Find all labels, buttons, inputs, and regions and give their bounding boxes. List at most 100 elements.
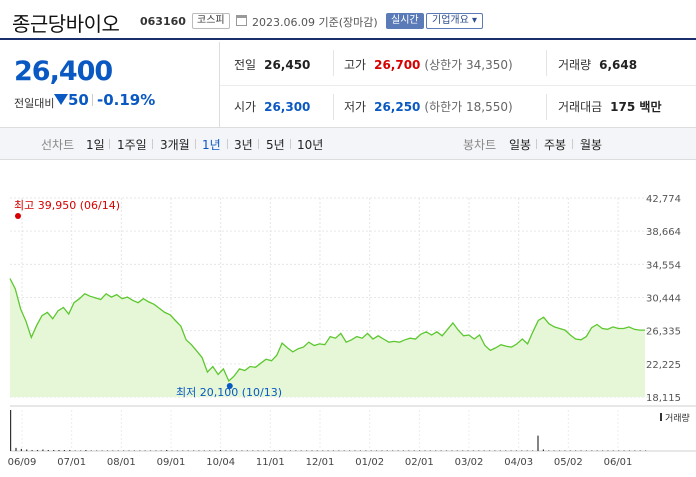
volume-bar [176,450,178,451]
tab-3month[interactable]: 3개월 [160,138,190,152]
high-label: 최고 39,950 (06/14) [14,199,120,212]
x-tick-label: 03/02 [455,457,484,468]
x-tick-label: 08/01 [107,457,136,468]
volume-bar [515,450,517,451]
volume-bar [521,450,523,451]
amount-label: 거래대금 [558,100,603,114]
volume-bar [354,450,356,451]
tab-daily-candle[interactable]: 일봉 [509,138,532,152]
volume-bar [268,450,270,451]
tab-separator [152,139,153,149]
row-divider [220,85,696,86]
volume-bar [53,450,55,451]
volume-bar [542,449,544,451]
lower-limit: (하한가 18,550) [424,100,513,114]
tab-10year[interactable]: 10년 [297,138,324,152]
volume-bar [106,450,109,451]
tab-1year[interactable]: 1년 [202,138,221,152]
prev-close-label: 전일 [234,58,257,72]
current-price: 26,400 [14,56,113,87]
volume-bar [149,450,152,451]
volume-bar [133,450,135,451]
x-tick-label: 09/01 [157,457,186,468]
volume-bar [289,450,291,451]
volume-bar [634,450,636,451]
x-tick-label: 12/01 [306,457,335,468]
y-tick-label: 18,115 [646,393,681,404]
volume-bar [160,450,162,451]
volume-bar [26,449,28,451]
volume-bar [349,450,351,451]
current-price-box: 26,400 전일대비 50 -0.19% [0,42,220,128]
volume-bar [332,450,335,451]
volume-bar [63,450,65,451]
price-summary: 26,400 전일대비 50 -0.19% 전일 26,450 고가 26,700(… [0,42,696,128]
volume-bar [338,450,340,451]
low-marker [226,382,233,389]
low-label: 저가 [344,100,367,114]
realtime-button[interactable]: 실시간 [386,13,424,29]
volume-bar [569,450,571,451]
divider [546,50,547,76]
candle-chart-label: 봉차트 [463,138,497,152]
low-label: 최저 20,100 (10/13) [176,386,282,399]
volume-bar [408,450,410,451]
volume-bar [279,450,281,451]
volume-bar [386,450,388,451]
volume-bar [219,450,222,451]
volume-bar [456,450,458,451]
volume-bar [187,450,189,451]
diff-rate: -0.19% [97,91,156,109]
tab-monthly-candle[interactable]: 월봉 [580,138,603,152]
volume-bar [601,450,604,451]
volume-bar [381,450,383,451]
open-value: 26,300 [264,100,311,114]
volume-label: 거래량 [558,58,592,72]
volume-bar [74,450,76,451]
tab-1day[interactable]: 1일 [86,138,105,152]
y-tick-label: 22,225 [646,360,681,371]
tab-separator [195,139,196,149]
volume-bar [246,450,248,451]
divider [333,50,334,76]
volume-bar [451,450,453,451]
tab-separator [290,139,291,149]
tab-1week[interactable]: 1주일 [117,138,147,152]
volume-bar [370,450,372,451]
volume-bar [537,435,539,451]
volume-bar [365,450,367,451]
volume-bar [306,450,308,451]
stock-code: 063160 [140,15,186,28]
x-tick-label: 10/04 [206,457,235,468]
chart-period-tabs: 선차트 1일 1주일 3개월 1년 3년 5년 10년 봉차트 일봉 주봉 월봉 [0,128,696,160]
volume-bar [413,450,415,451]
y-tick-label: 26,335 [646,327,681,338]
volume-bar [36,450,39,451]
volume-cell: 거래량 6,648 [558,56,637,73]
amount-cell: 거래대금 175 백만 [558,98,661,115]
volume-bar [69,450,71,451]
volume-bar [375,450,378,451]
volume-bar [553,450,555,451]
volume-bar [198,450,200,451]
volume-bar [618,450,620,451]
x-tick-label: 06/09 [8,457,37,468]
volume-bar [488,450,491,451]
volume-bar [429,450,431,451]
tab-3year[interactable]: 3년 [234,138,253,152]
tab-5year[interactable]: 5년 [266,138,285,152]
price-area [10,278,645,397]
volume-bar [58,450,60,451]
volume-bar [467,450,469,451]
volume-bar [607,450,609,451]
volume-bar [585,450,587,451]
volume-bar [435,450,437,451]
amount-value: 175 백만 [610,100,662,114]
open-label: 시가 [234,100,257,114]
x-tick-label: 07/01 [57,457,86,468]
diff-value: 50 [68,91,89,109]
volume-bar [20,448,22,451]
company-overview-button[interactable]: 기업개요 ▾ [426,13,483,29]
tab-weekly-candle[interactable]: 주봉 [544,138,567,152]
volume-bar [47,450,49,451]
